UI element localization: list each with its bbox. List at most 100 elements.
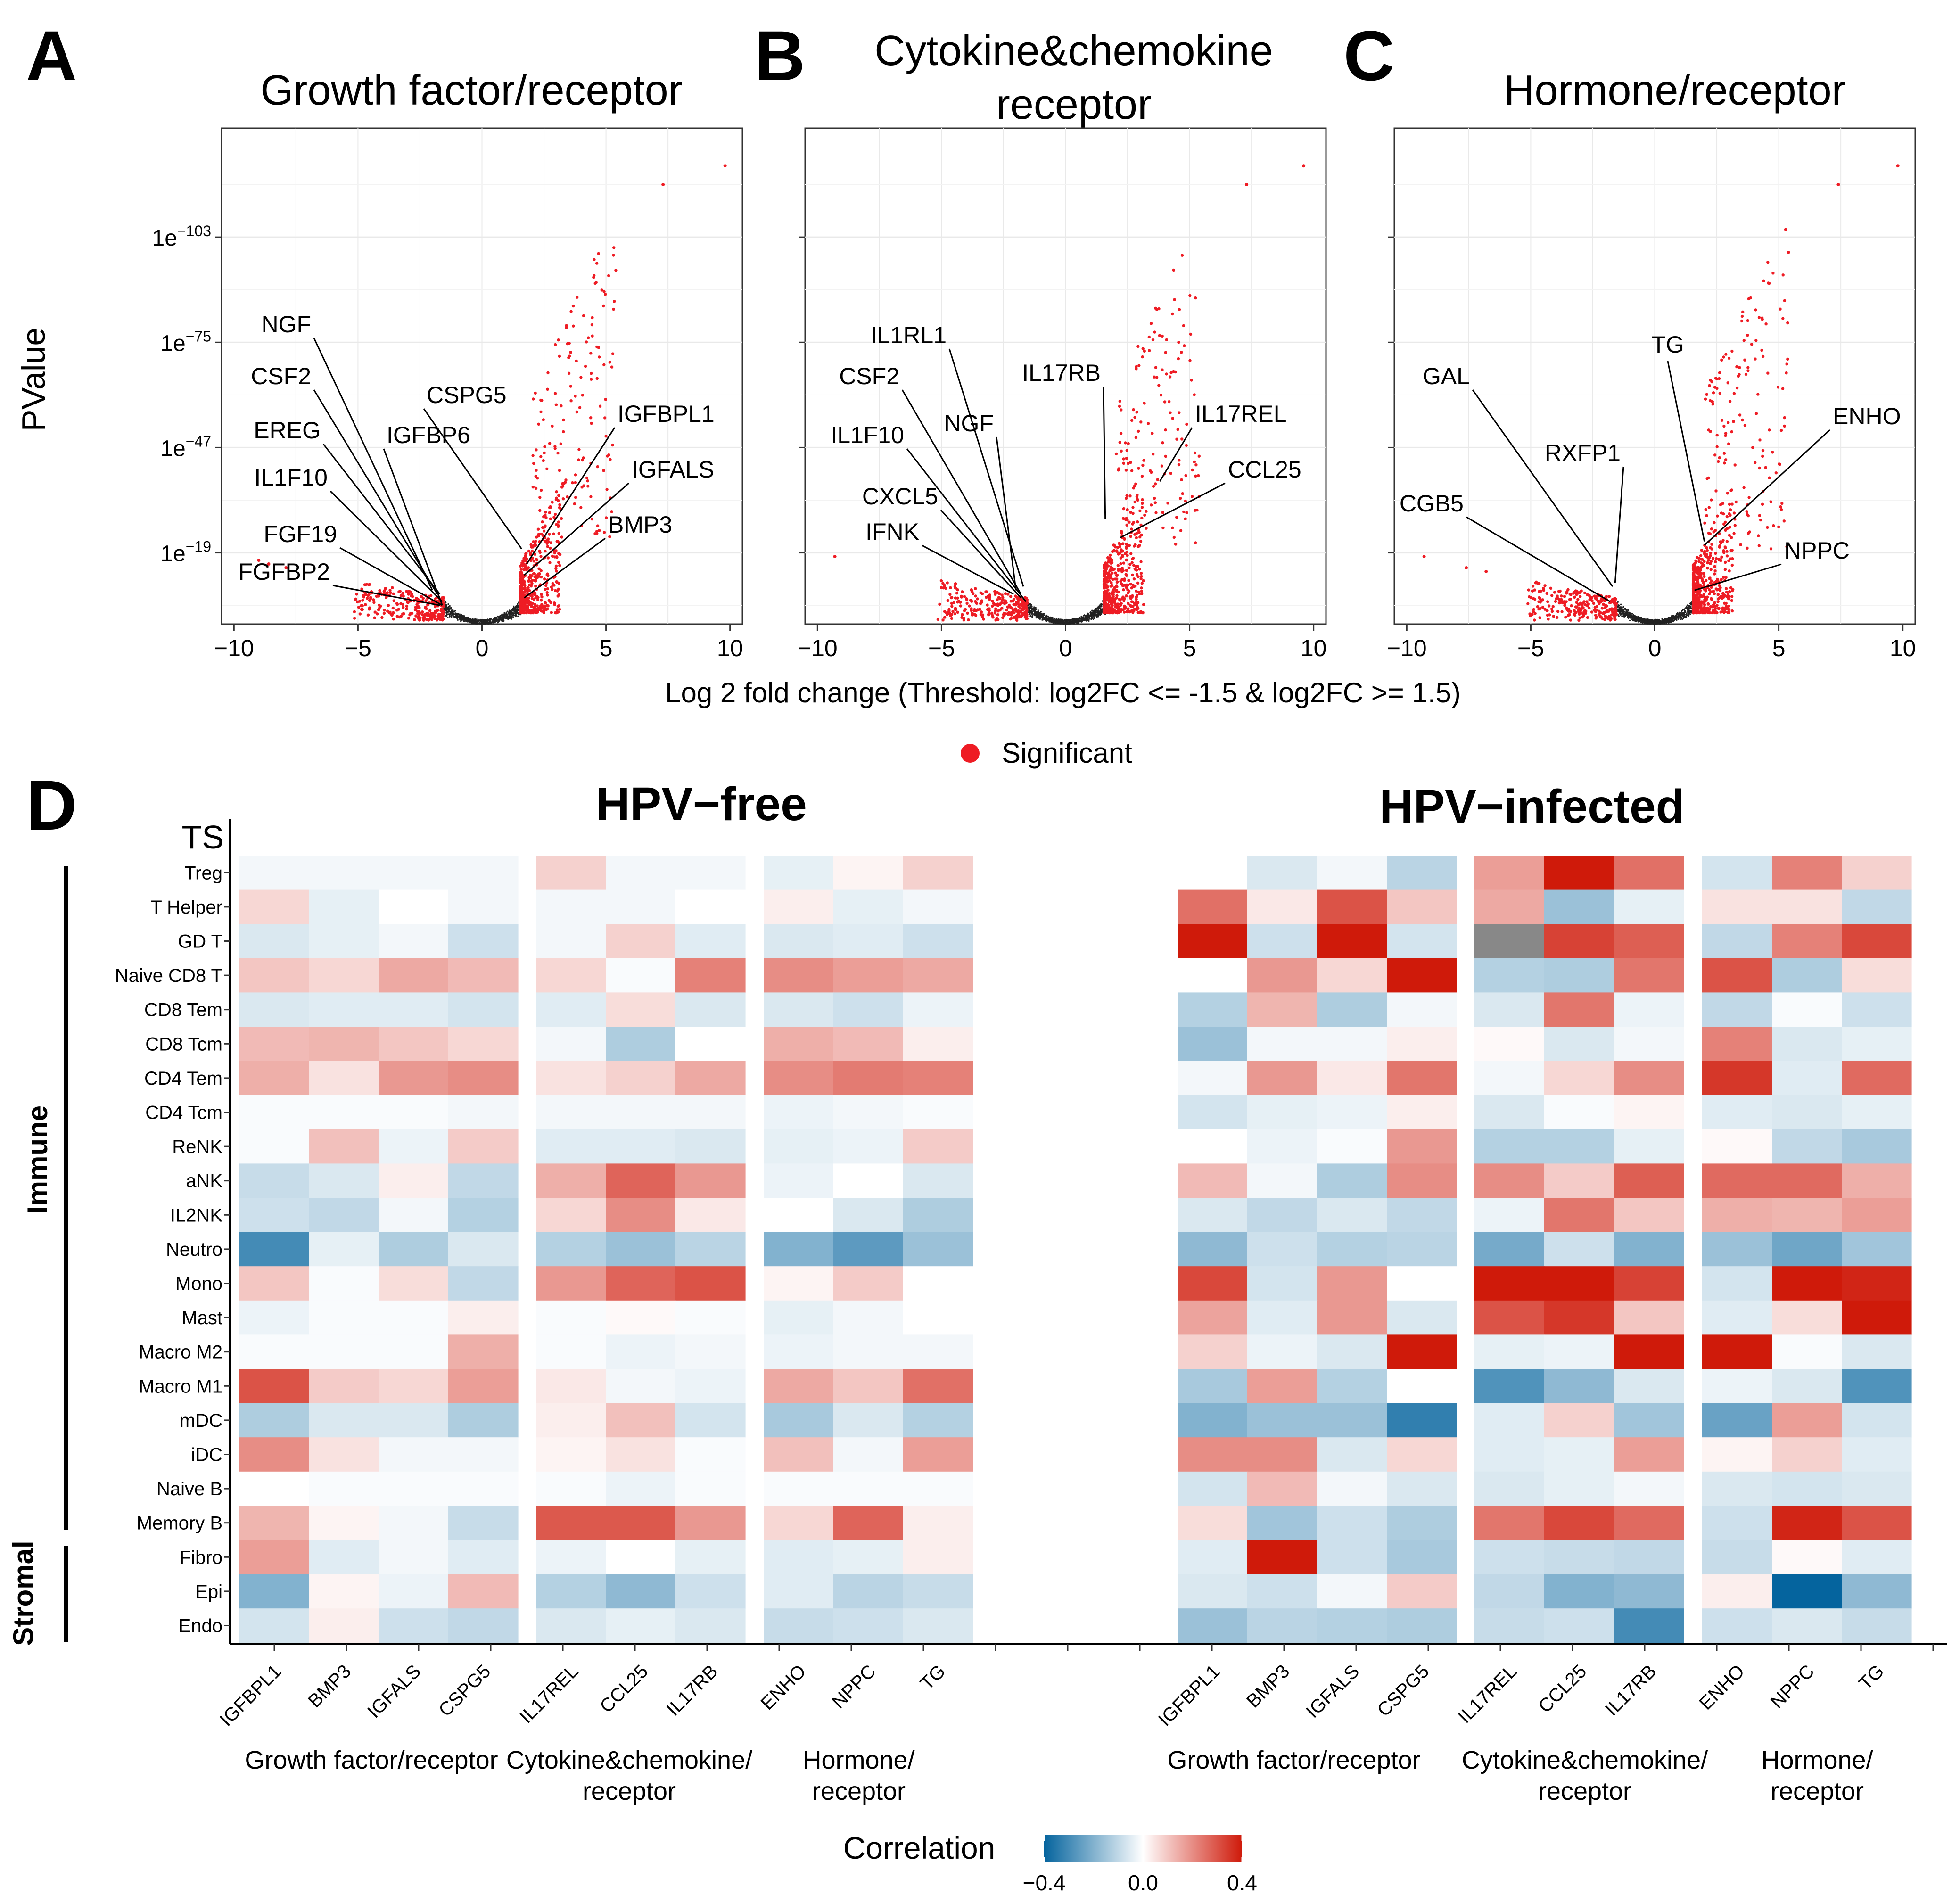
point-nonsignificant (449, 612, 452, 614)
point-nonsignificant (1065, 623, 1068, 625)
point-nonsignificant (459, 618, 461, 620)
gene-label-leader-line (1103, 386, 1106, 519)
point-significant (567, 371, 571, 375)
point-significant (974, 600, 977, 603)
point-significant (943, 616, 947, 619)
point-nonsignificant (1627, 615, 1629, 617)
point-significant (584, 364, 587, 368)
point-significant (595, 345, 599, 349)
point-significant (552, 516, 556, 519)
point-significant (1164, 351, 1167, 354)
gene-label: IL17RB (1022, 360, 1101, 386)
point-nonsignificant (447, 603, 449, 605)
point-significant (1006, 593, 1010, 596)
point-nonsignificant (1688, 605, 1689, 607)
point-nonsignificant (448, 611, 450, 613)
point-significant (543, 451, 546, 455)
point-significant (395, 602, 399, 605)
point-nonsignificant (1670, 620, 1672, 622)
point-nonsignificant (1040, 611, 1042, 613)
point-nonsignificant (487, 620, 489, 622)
point-significant (586, 336, 590, 339)
point-nonsignificant (1671, 615, 1672, 617)
point-significant (1115, 550, 1119, 553)
point-nonsignificant (1038, 616, 1040, 618)
point-nonsignificant (1637, 617, 1639, 619)
point-significant (1120, 548, 1123, 552)
point-significant (376, 612, 379, 616)
point-nonsignificant (1096, 608, 1098, 609)
point-significant (987, 611, 990, 615)
point-significant (1014, 603, 1017, 607)
point-significant (543, 526, 546, 529)
point-significant (1175, 437, 1178, 441)
point-significant (1195, 508, 1199, 512)
point-nonsignificant (1035, 607, 1037, 609)
point-significant (1009, 600, 1013, 603)
point-significant (564, 478, 568, 482)
point-significant (589, 416, 593, 420)
point-nonsignificant (1662, 622, 1664, 624)
point-nonsignificant (1036, 612, 1038, 614)
point-nonsignificant (1094, 609, 1096, 611)
point-significant (591, 316, 594, 320)
point-nonsignificant (1042, 616, 1044, 618)
point-nonsignificant (1627, 609, 1629, 611)
point-nonsignificant (453, 613, 454, 615)
point-significant (1111, 598, 1114, 601)
point-nonsignificant (1639, 620, 1641, 622)
point-significant (545, 467, 549, 470)
point-significant (1133, 544, 1136, 548)
point-nonsignificant (494, 620, 496, 622)
point-significant (421, 596, 425, 600)
point-nonsignificant (1677, 617, 1679, 619)
point-nonsignificant (1101, 611, 1103, 613)
point-nonsignificant (490, 622, 492, 624)
point-significant (425, 618, 428, 621)
point-significant (358, 612, 362, 616)
point-nonsignificant (1040, 613, 1042, 615)
point-significant (557, 520, 560, 524)
point-nonsignificant (1686, 611, 1688, 613)
point-significant (988, 607, 991, 610)
point-nonsignificant (514, 607, 517, 609)
point-significant (1140, 592, 1144, 596)
point-significant (533, 572, 536, 576)
point-nonsignificant (516, 609, 518, 611)
point-significant (402, 606, 405, 609)
point-nonsignificant (1064, 619, 1066, 621)
point-significant (527, 579, 531, 582)
point-nonsignificant (1035, 614, 1037, 616)
point-significant (535, 595, 539, 599)
point-significant (1724, 576, 1728, 579)
point-significant (408, 613, 412, 617)
point-significant (441, 611, 444, 614)
point-significant (532, 461, 535, 465)
point-significant (1123, 577, 1126, 581)
point-nonsignificant (1029, 613, 1031, 615)
point-significant (1194, 541, 1197, 544)
point-nonsignificant (1100, 613, 1102, 615)
point-nonsignificant (513, 605, 515, 607)
point-significant (1724, 587, 1728, 590)
point-significant (1169, 411, 1172, 414)
point-significant (364, 593, 367, 596)
point-significant (1169, 472, 1172, 475)
point-significant (535, 574, 538, 577)
point-nonsignificant (1619, 607, 1621, 609)
point-significant (550, 611, 553, 614)
point-significant (550, 585, 553, 589)
point-nonsignificant (467, 621, 469, 623)
point-nonsignificant (1624, 616, 1626, 618)
point-significant (538, 549, 542, 553)
point-significant (1138, 509, 1142, 513)
point-nonsignificant (1678, 614, 1680, 616)
point-nonsignificant (1096, 606, 1098, 608)
point-significant (1140, 611, 1144, 614)
point-significant (967, 618, 970, 622)
gene-label: FGFBP2 (239, 559, 330, 585)
point-significant (1015, 618, 1019, 622)
point-nonsignificant (476, 618, 478, 620)
point-nonsignificant (1651, 619, 1653, 621)
point-significant (1138, 535, 1142, 539)
